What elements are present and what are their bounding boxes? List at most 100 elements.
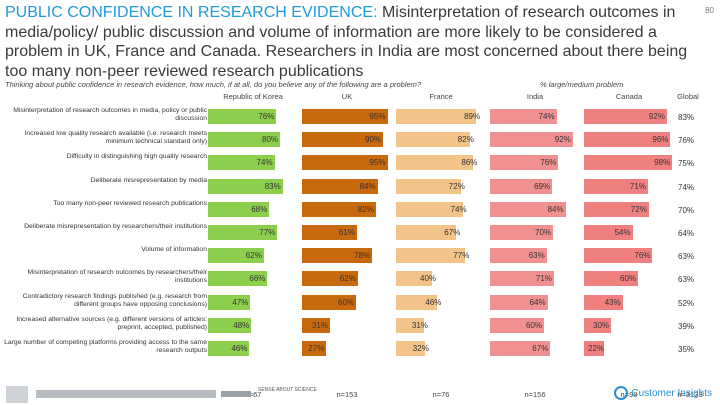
data-label: 67% xyxy=(444,228,461,237)
row-label: Increased low quality research available… xyxy=(24,130,207,146)
bar xyxy=(490,132,573,148)
bar xyxy=(584,178,648,194)
bar xyxy=(302,132,383,148)
bar xyxy=(208,271,268,287)
bar xyxy=(584,109,667,124)
data-label: 74% xyxy=(450,204,467,214)
bar xyxy=(208,178,283,194)
bar xyxy=(490,271,554,287)
column-header-republic-of-korea: Republic of Korea xyxy=(223,92,283,101)
footer-logo-strip xyxy=(36,390,251,398)
survey-question: Thinking about public confidence in rese… xyxy=(5,80,422,89)
data-label: 67% xyxy=(532,344,549,353)
bar xyxy=(396,271,432,287)
bar xyxy=(302,271,358,287)
data-label: 76% xyxy=(540,158,557,168)
bar xyxy=(396,294,438,310)
sample-size-label: n=67 xyxy=(244,390,262,399)
bar xyxy=(208,294,251,310)
data-label: 43% xyxy=(604,297,621,307)
data-label: 76% xyxy=(634,251,651,261)
bar xyxy=(490,155,559,171)
bar xyxy=(396,341,425,356)
data-label: 62% xyxy=(339,274,356,284)
row-label: Difficulty in distinguishing high qualit… xyxy=(66,153,207,161)
data-label: 83% xyxy=(264,181,281,191)
data-label: 98% xyxy=(654,158,671,168)
bar xyxy=(584,248,653,264)
bar xyxy=(302,109,388,124)
bar xyxy=(208,155,275,171)
bar xyxy=(302,201,376,217)
data-label: 60% xyxy=(338,297,355,307)
data-label: 30% xyxy=(593,320,610,330)
bar xyxy=(584,201,649,217)
data-label: 31% xyxy=(311,320,328,330)
column-header-france: France xyxy=(429,92,453,101)
legend-note: % large/medium problem xyxy=(540,80,624,89)
sense-about-science-logo: SENSE ABOUT SCIENCE xyxy=(258,387,317,393)
data-label: 47% xyxy=(232,297,249,307)
data-label: 89% xyxy=(464,112,481,121)
bar xyxy=(302,225,357,240)
data-label: 70% xyxy=(535,228,552,237)
column-header-india: India xyxy=(526,92,544,101)
bar xyxy=(302,178,378,194)
global-value: 75% xyxy=(678,159,695,169)
data-label: 60% xyxy=(526,320,543,330)
data-label: 54% xyxy=(614,228,631,237)
column-header-uk: UK xyxy=(341,92,353,101)
data-label: 90% xyxy=(365,135,382,145)
data-label: 60% xyxy=(620,274,637,284)
global-value: 35% xyxy=(678,345,695,354)
row-label: Contradictory research findings publishe… xyxy=(22,292,207,308)
title-accent: PUBLIC CONFIDENCE IN RESEARCH EVIDENCE: xyxy=(5,4,378,21)
data-label: 62% xyxy=(245,251,262,261)
bar xyxy=(396,109,477,124)
customer-insights-icon xyxy=(614,386,629,400)
data-label: 84% xyxy=(547,204,564,214)
bar xyxy=(584,132,671,148)
bar xyxy=(208,109,277,124)
title-body: Misinterpretation of research outcomes i… xyxy=(5,4,688,80)
bar xyxy=(302,317,330,333)
bar xyxy=(490,201,566,217)
bar xyxy=(584,341,604,356)
bar xyxy=(208,317,252,333)
bar xyxy=(584,294,623,310)
data-label: 92% xyxy=(554,135,571,145)
data-label: 64% xyxy=(529,297,546,307)
column-header-global: Global xyxy=(677,92,699,101)
data-label: 69% xyxy=(534,181,551,191)
bar xyxy=(302,155,388,171)
data-label: 48% xyxy=(233,320,250,330)
row-label: Misinterpretation of research outcomes b… xyxy=(27,269,207,285)
data-label: 22% xyxy=(588,344,605,353)
data-label: 95% xyxy=(369,112,386,121)
bar xyxy=(584,155,673,171)
footer-logo-bar xyxy=(221,391,251,397)
data-label: 78% xyxy=(354,251,371,261)
data-label: 71% xyxy=(629,181,646,191)
bar xyxy=(490,225,553,240)
global-value: 63% xyxy=(678,252,695,262)
data-label: 61% xyxy=(338,228,355,237)
customer-insights-logo: Customer Insights xyxy=(614,383,712,403)
sample-size-label: n=156 xyxy=(524,390,546,399)
data-label: 80% xyxy=(262,135,279,145)
global-value: 83% xyxy=(678,113,695,122)
bar xyxy=(490,248,547,264)
bar xyxy=(208,341,250,356)
data-label: 72% xyxy=(630,204,647,214)
bar xyxy=(490,317,544,333)
column-header-canada: Canada xyxy=(615,92,643,101)
bar xyxy=(396,132,470,148)
bar xyxy=(490,294,548,310)
bar xyxy=(208,225,278,240)
global-value: 39% xyxy=(678,321,695,331)
bar xyxy=(208,201,270,217)
bar xyxy=(490,109,557,124)
data-label: 27% xyxy=(308,344,325,353)
bar xyxy=(584,317,611,333)
data-label: 76% xyxy=(258,112,275,121)
